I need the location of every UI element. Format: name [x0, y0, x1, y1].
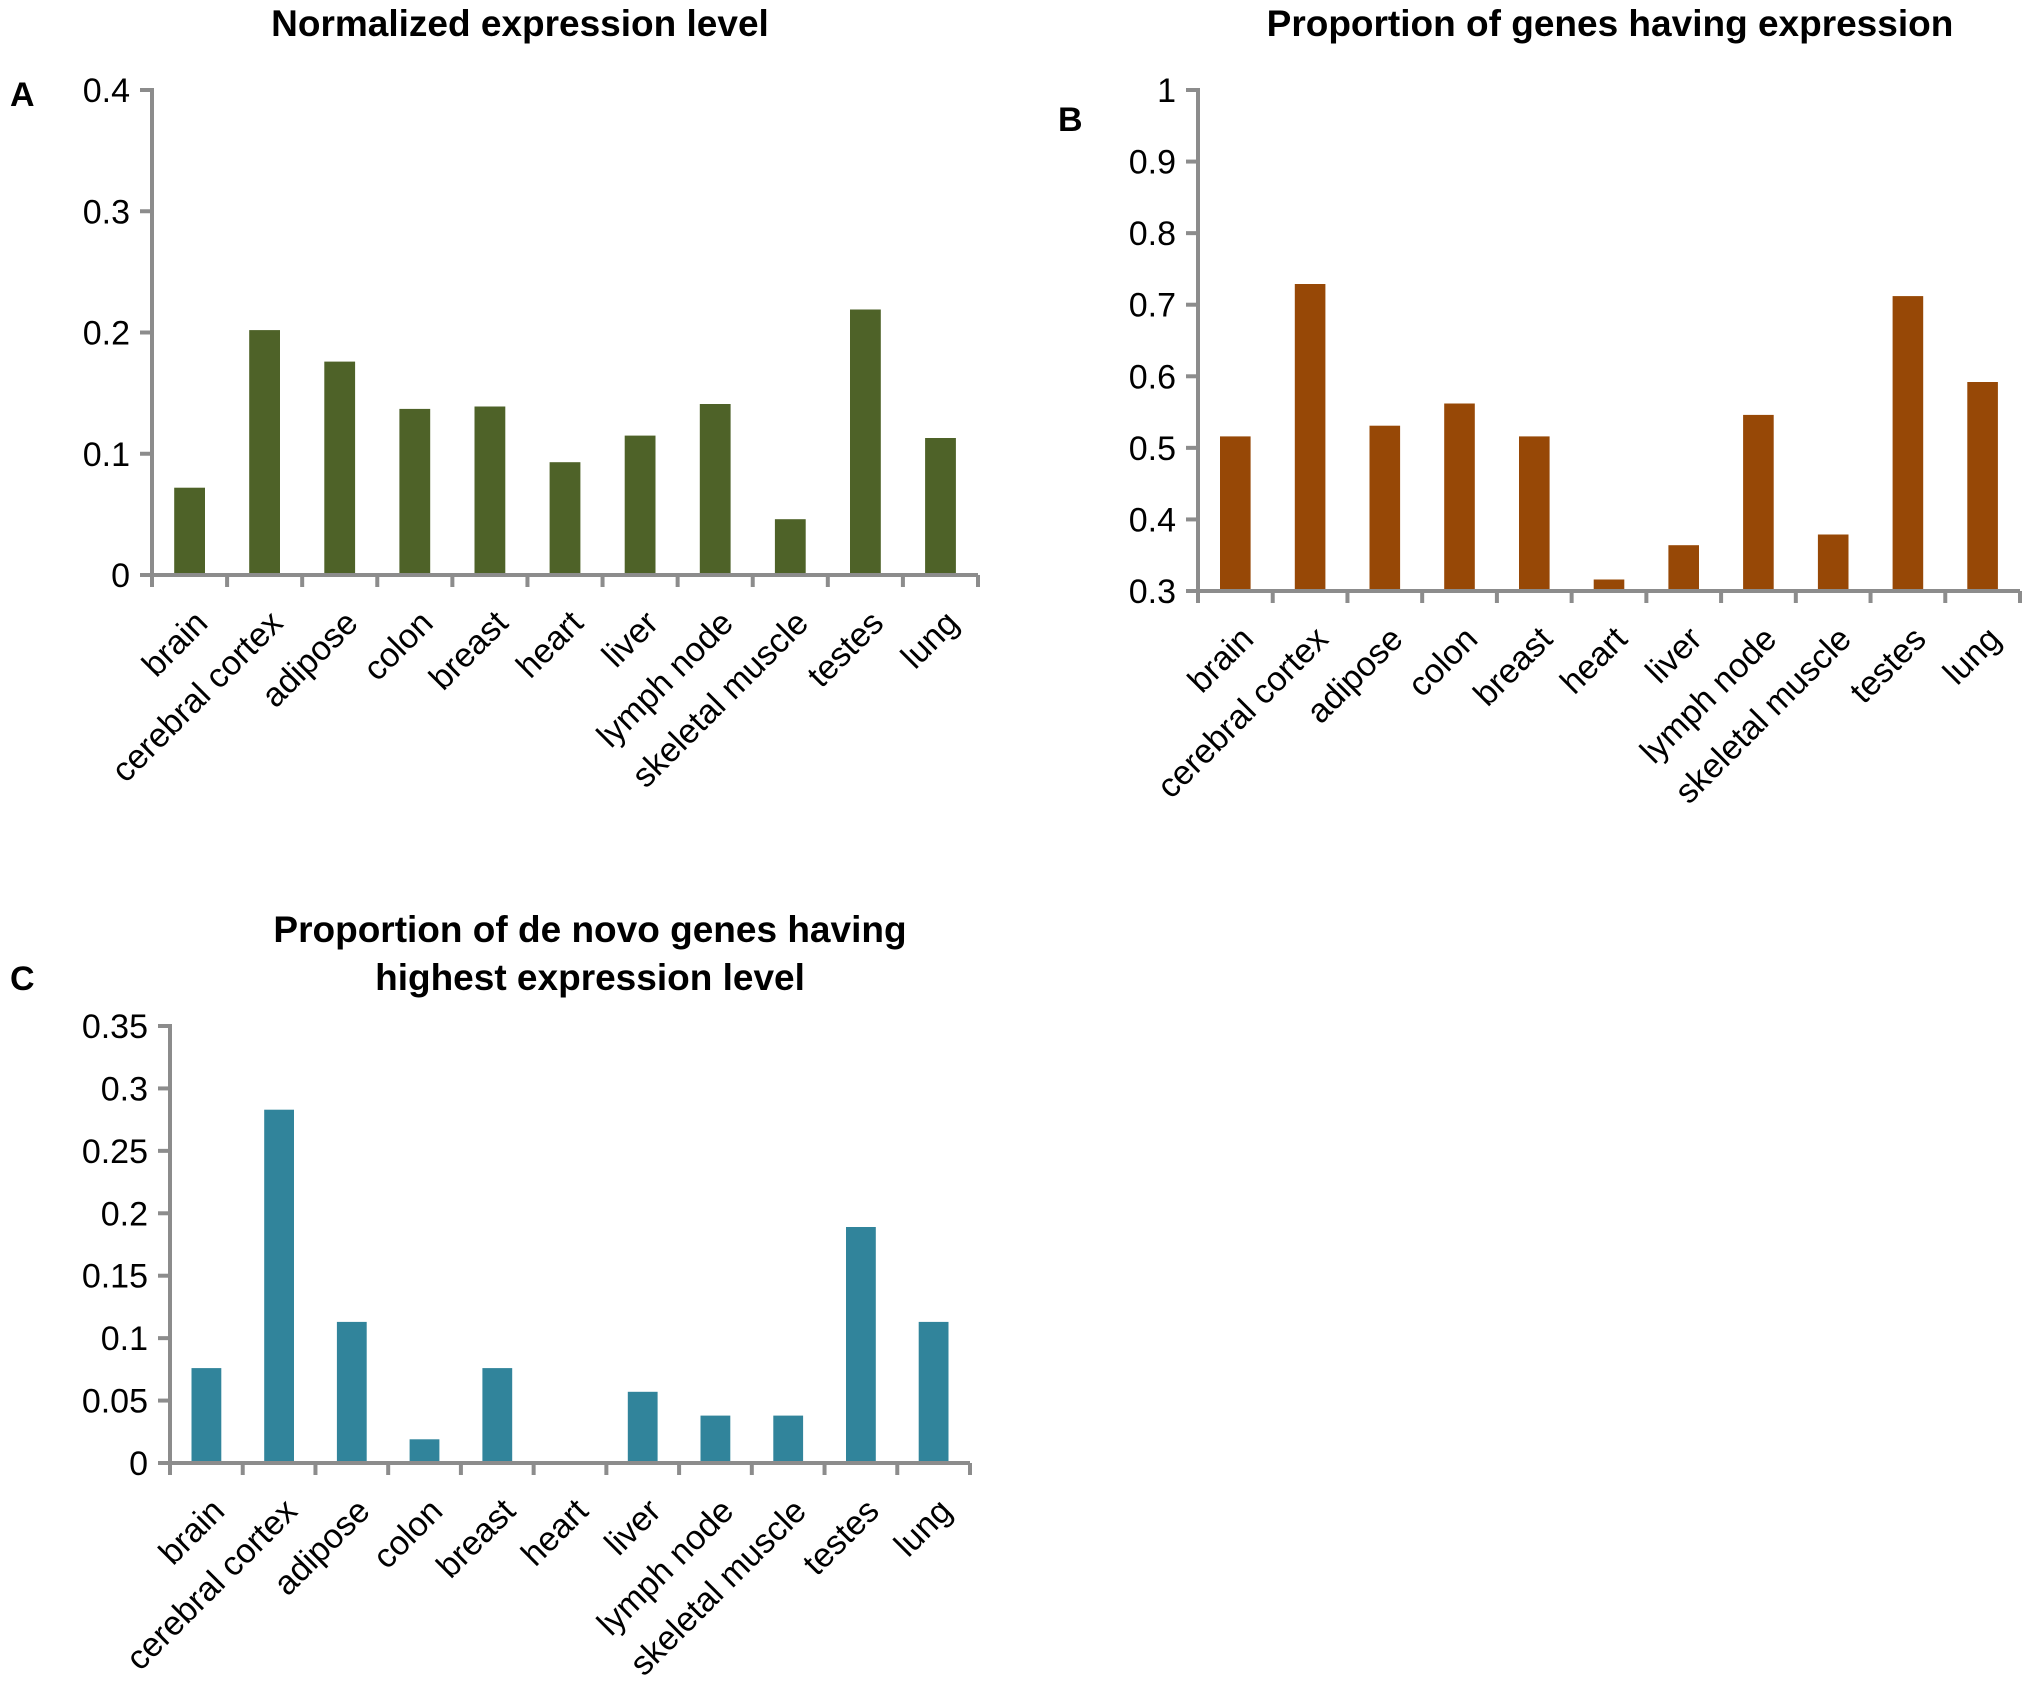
- y-tick-label: 0.9: [1129, 144, 1176, 182]
- bar-liver: [624, 435, 656, 575]
- y-tick-label: 0.2: [83, 315, 130, 353]
- x-tick-label: breast: [429, 1491, 523, 1585]
- panel-b-letter: B: [1058, 101, 1083, 139]
- x-tick-label: testes: [796, 1492, 887, 1583]
- x-tick-label: breast: [422, 603, 516, 697]
- bar-heart: [549, 462, 581, 575]
- bar-lymph-node: [700, 1415, 731, 1463]
- y-tick-label: 0: [129, 1445, 148, 1483]
- x-tick-label: breast: [1466, 619, 1560, 713]
- bar-lymph-node: [1743, 414, 1774, 591]
- panel-c-title-line-2: highest expression level: [375, 957, 805, 998]
- y-tick-label: 0.6: [1129, 358, 1176, 396]
- bar-brain: [1220, 436, 1251, 591]
- panel-b-title: Proportion of genes having expression: [1267, 3, 1954, 44]
- bar-breast: [1519, 436, 1550, 591]
- bar-breast: [474, 406, 506, 575]
- y-tick-label: 0.3: [1129, 573, 1176, 611]
- bar-colon: [409, 1439, 440, 1463]
- x-tick-label: lung: [1936, 620, 2008, 692]
- panel-b: B Proportion of genes having expression …: [1058, 3, 2022, 811]
- y-tick-label: 0.4: [83, 72, 130, 110]
- panel-a-letter: A: [10, 76, 35, 114]
- y-tick-label: 0.2: [101, 1195, 148, 1233]
- bar-testes: [846, 1227, 876, 1463]
- x-tick-label: testes: [800, 604, 891, 695]
- y-tick-label: 0.5: [1129, 430, 1176, 468]
- bar-adipose: [324, 361, 356, 575]
- bar-skeletal-muscle: [1817, 534, 1849, 591]
- bar-lung: [918, 1321, 949, 1463]
- y-tick-label: 0.35: [82, 1008, 148, 1046]
- y-tick-label: 0.25: [82, 1133, 148, 1171]
- bar-adipose: [336, 1321, 367, 1463]
- panel-a: A Normalized expression level 0 0.1 0.2 0.3…: [10, 3, 980, 795]
- bar-brain: [191, 1368, 222, 1463]
- y-tick-label: 0.8: [1129, 215, 1176, 253]
- bar-heart: [1593, 579, 1625, 591]
- bar-breast: [482, 1368, 513, 1463]
- panel-c: C Proportion of de novo genes having hig…: [10, 909, 972, 1683]
- panel-a-title: Normalized expression level: [271, 3, 769, 44]
- panel-c-title-line-1: Proportion of de novo genes having: [273, 909, 906, 950]
- x-tick-label: lung: [887, 1492, 959, 1564]
- x-tick-label: heart: [1553, 619, 1635, 701]
- y-tick-label: 0.3: [83, 193, 130, 231]
- y-tick-label: 0.1: [83, 436, 130, 474]
- panel-c-letter: C: [10, 960, 35, 998]
- x-tick-label: lung: [894, 604, 966, 676]
- y-tick-label: 0.7: [1129, 287, 1176, 325]
- bar-liver: [1668, 545, 1699, 591]
- bar-lung: [925, 438, 956, 575]
- bar-skeletal-muscle: [773, 1415, 804, 1463]
- y-tick-label: 1: [1157, 72, 1176, 110]
- bar-lung: [1967, 382, 1998, 591]
- bar-cerebral-cortex: [264, 1109, 294, 1463]
- bar-testes: [1892, 296, 1924, 591]
- bar-testes: [850, 309, 881, 575]
- bar-adipose: [1369, 425, 1401, 591]
- y-tick-label: 0.3: [101, 1070, 148, 1108]
- y-tick-label: 0: [111, 557, 130, 595]
- bar-brain: [174, 487, 205, 575]
- y-tick-label: 0.4: [1129, 501, 1176, 539]
- y-tick-label: 0.1: [101, 1320, 148, 1358]
- x-tick-label: testes: [1843, 620, 1934, 711]
- bar-colon: [1444, 403, 1475, 591]
- bar-cerebral-cortex: [1294, 284, 1326, 591]
- panel-c-plot: 00.050.10.150.20.250.30.35braincerebral …: [82, 1008, 972, 1683]
- x-tick-label: heart: [509, 603, 591, 685]
- bar-liver: [627, 1391, 658, 1463]
- x-tick-label: heart: [514, 1491, 596, 1573]
- y-tick-label: 0.05: [82, 1383, 148, 1421]
- y-tick-label: 0.15: [82, 1258, 148, 1296]
- bar-lymph-node: [699, 404, 731, 575]
- bar-colon: [399, 408, 431, 575]
- bar-cerebral-cortex: [249, 330, 280, 575]
- bar-skeletal-muscle: [774, 519, 806, 575]
